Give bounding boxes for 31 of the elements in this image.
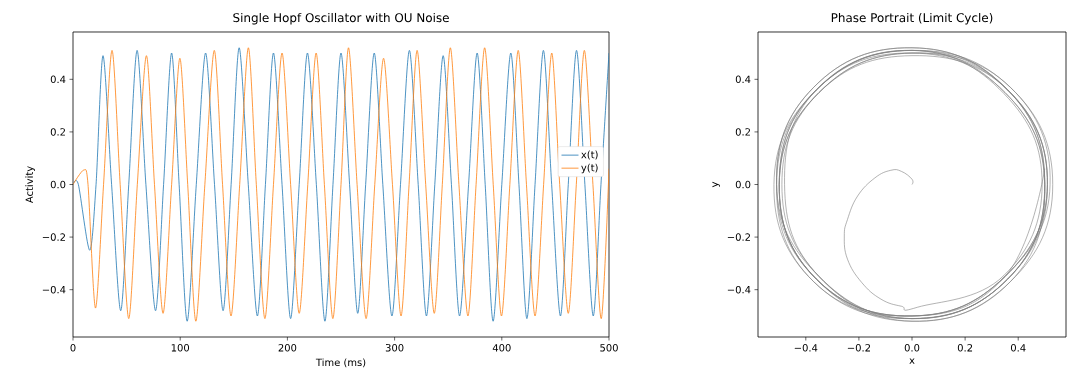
chart-title: Single Hopf Oscillator with OU Noise bbox=[233, 12, 449, 25]
x-tick-label: 300 bbox=[385, 344, 404, 352]
x-axis-title: Time (ms) bbox=[315, 358, 366, 368]
y-tick-label: 0.0 bbox=[735, 180, 751, 189]
x-tick-label: 0.0 bbox=[904, 344, 920, 352]
x-tick-label: 200 bbox=[278, 344, 297, 352]
line-series bbox=[73, 47, 610, 322]
y-tick-label: 0.4 bbox=[735, 75, 751, 84]
x-tick-label: −0.2 bbox=[847, 344, 871, 352]
y-tick-label: 0.4 bbox=[50, 75, 66, 84]
y-tick-label: −0.4 bbox=[42, 285, 66, 294]
y-axis-title: y bbox=[712, 181, 720, 188]
x-tick-label: −0.4 bbox=[794, 344, 818, 352]
x-tick-label: 400 bbox=[492, 344, 511, 352]
y-axis-title: Activity bbox=[25, 166, 35, 204]
y-tick-label: −0.2 bbox=[42, 233, 65, 241]
y-tick-label: 0.0 bbox=[50, 180, 66, 189]
legend-label: x(t) bbox=[581, 150, 598, 160]
y-tick-label: 0.2 bbox=[50, 128, 65, 136]
x-tick-label: 0.2 bbox=[957, 344, 973, 352]
y-tick-label: −0.4 bbox=[727, 285, 751, 294]
x-tick-label: 0 bbox=[70, 344, 76, 352]
legend-label: y(t) bbox=[581, 163, 598, 174]
y-tick-label: −0.2 bbox=[727, 233, 750, 241]
y-tick-label: 0.2 bbox=[735, 128, 750, 136]
chart-title: Phase Portrait (Limit Cycle) bbox=[831, 12, 993, 25]
x-axis-title: x bbox=[909, 358, 915, 364]
x-tick-label: 0.4 bbox=[1010, 344, 1026, 352]
line-series bbox=[773, 47, 1054, 322]
x-tick-label: 500 bbox=[600, 344, 618, 352]
x-tick-label: 100 bbox=[171, 344, 190, 352]
